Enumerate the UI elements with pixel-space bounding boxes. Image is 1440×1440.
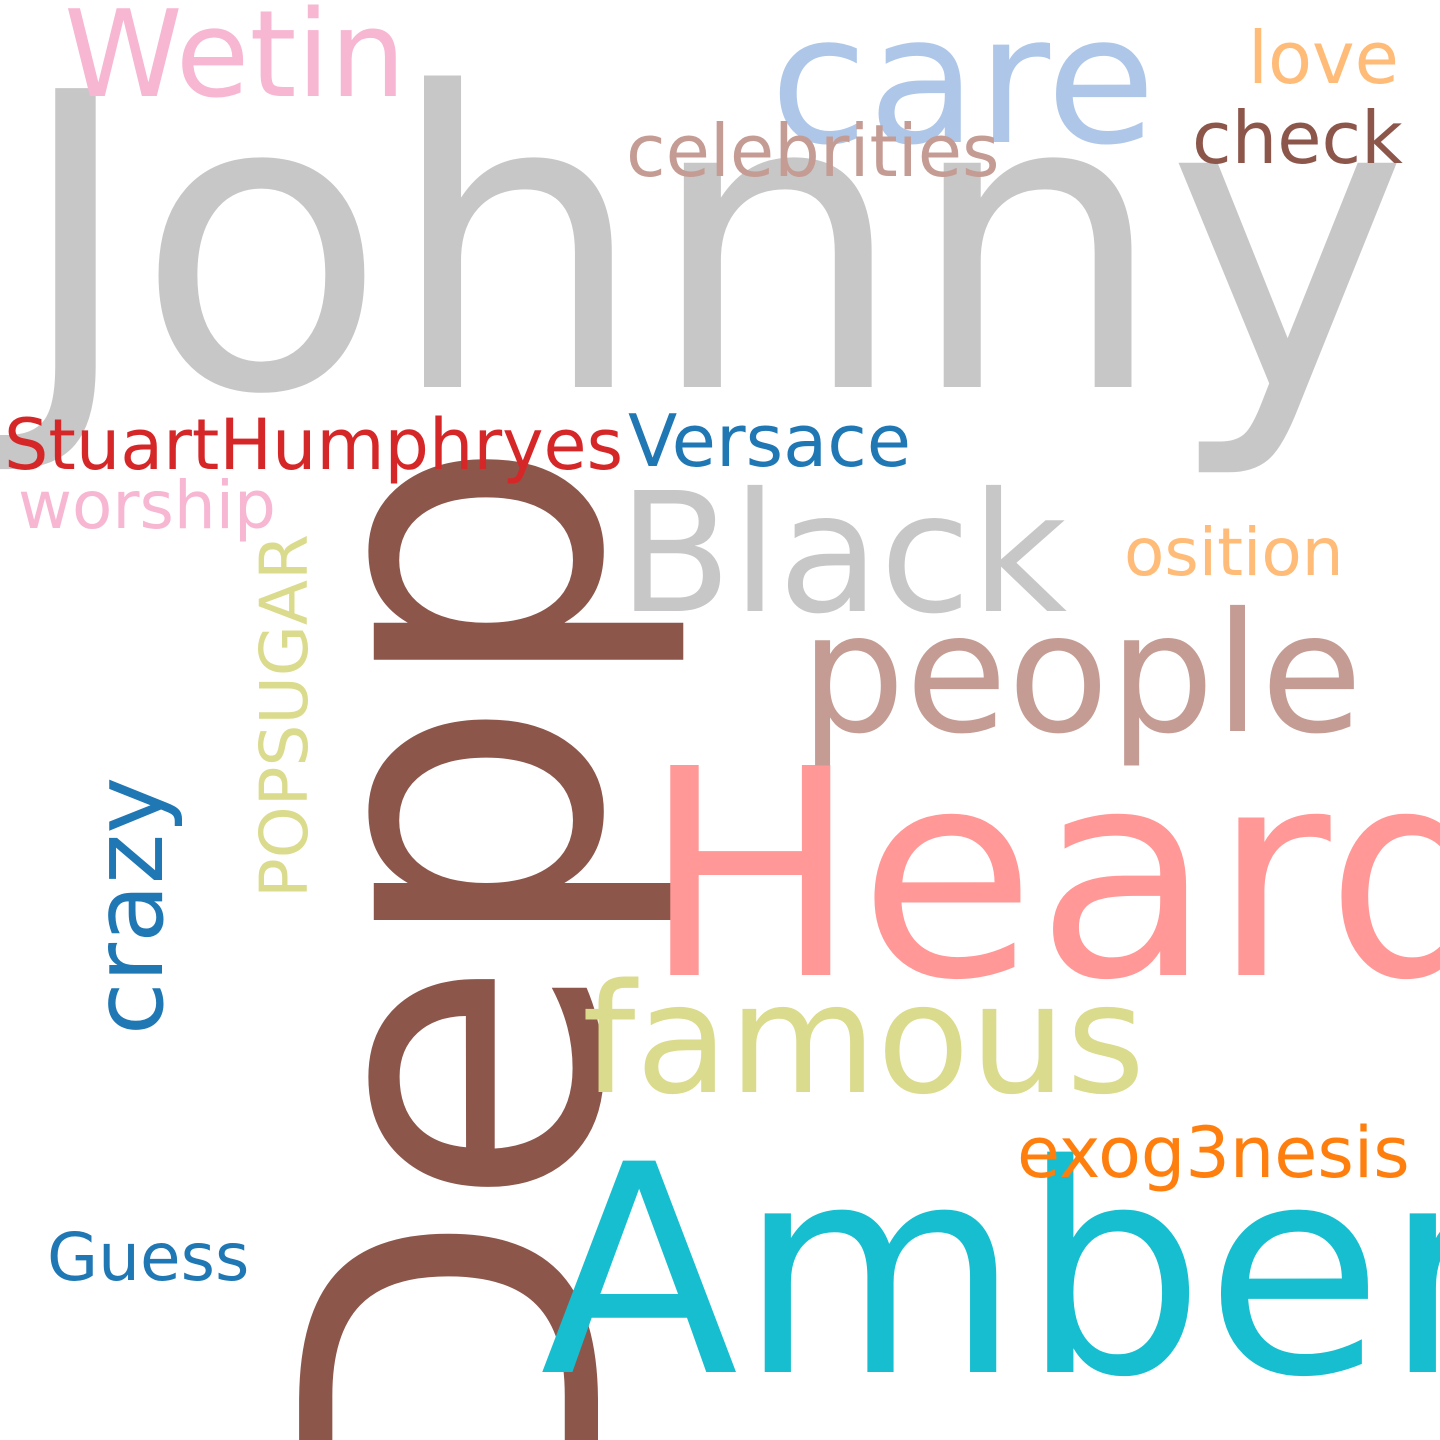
- word-wetin: Wetin: [64, 0, 406, 125]
- word-love: love: [1248, 16, 1399, 100]
- word-amber: Amber: [540, 1104, 1440, 1440]
- word-osition: osition: [1124, 514, 1344, 591]
- word-worship: worship: [18, 467, 276, 544]
- word-exog3nesis: exog3nesis: [1017, 1112, 1410, 1194]
- word-guess: Guess: [47, 1219, 250, 1296]
- word-check: check: [1192, 96, 1403, 180]
- word-celebrities: celebrities: [626, 109, 1000, 193]
- word-black: Black: [618, 458, 1068, 651]
- word-versace: Versace: [628, 399, 912, 483]
- word-care: care: [770, 0, 1156, 184]
- word-people: people: [800, 578, 1363, 771]
- word-heard: Heard: [642, 708, 1440, 1043]
- word-stuarthumphryes: StuartHumphryes: [4, 404, 624, 486]
- word-famous: famous: [582, 951, 1146, 1128]
- word-crazy: crazy: [73, 776, 185, 1036]
- word-johnny: Johnny: [15, 6, 1409, 484]
- word-popsugar: POPSUGAR: [246, 534, 323, 898]
